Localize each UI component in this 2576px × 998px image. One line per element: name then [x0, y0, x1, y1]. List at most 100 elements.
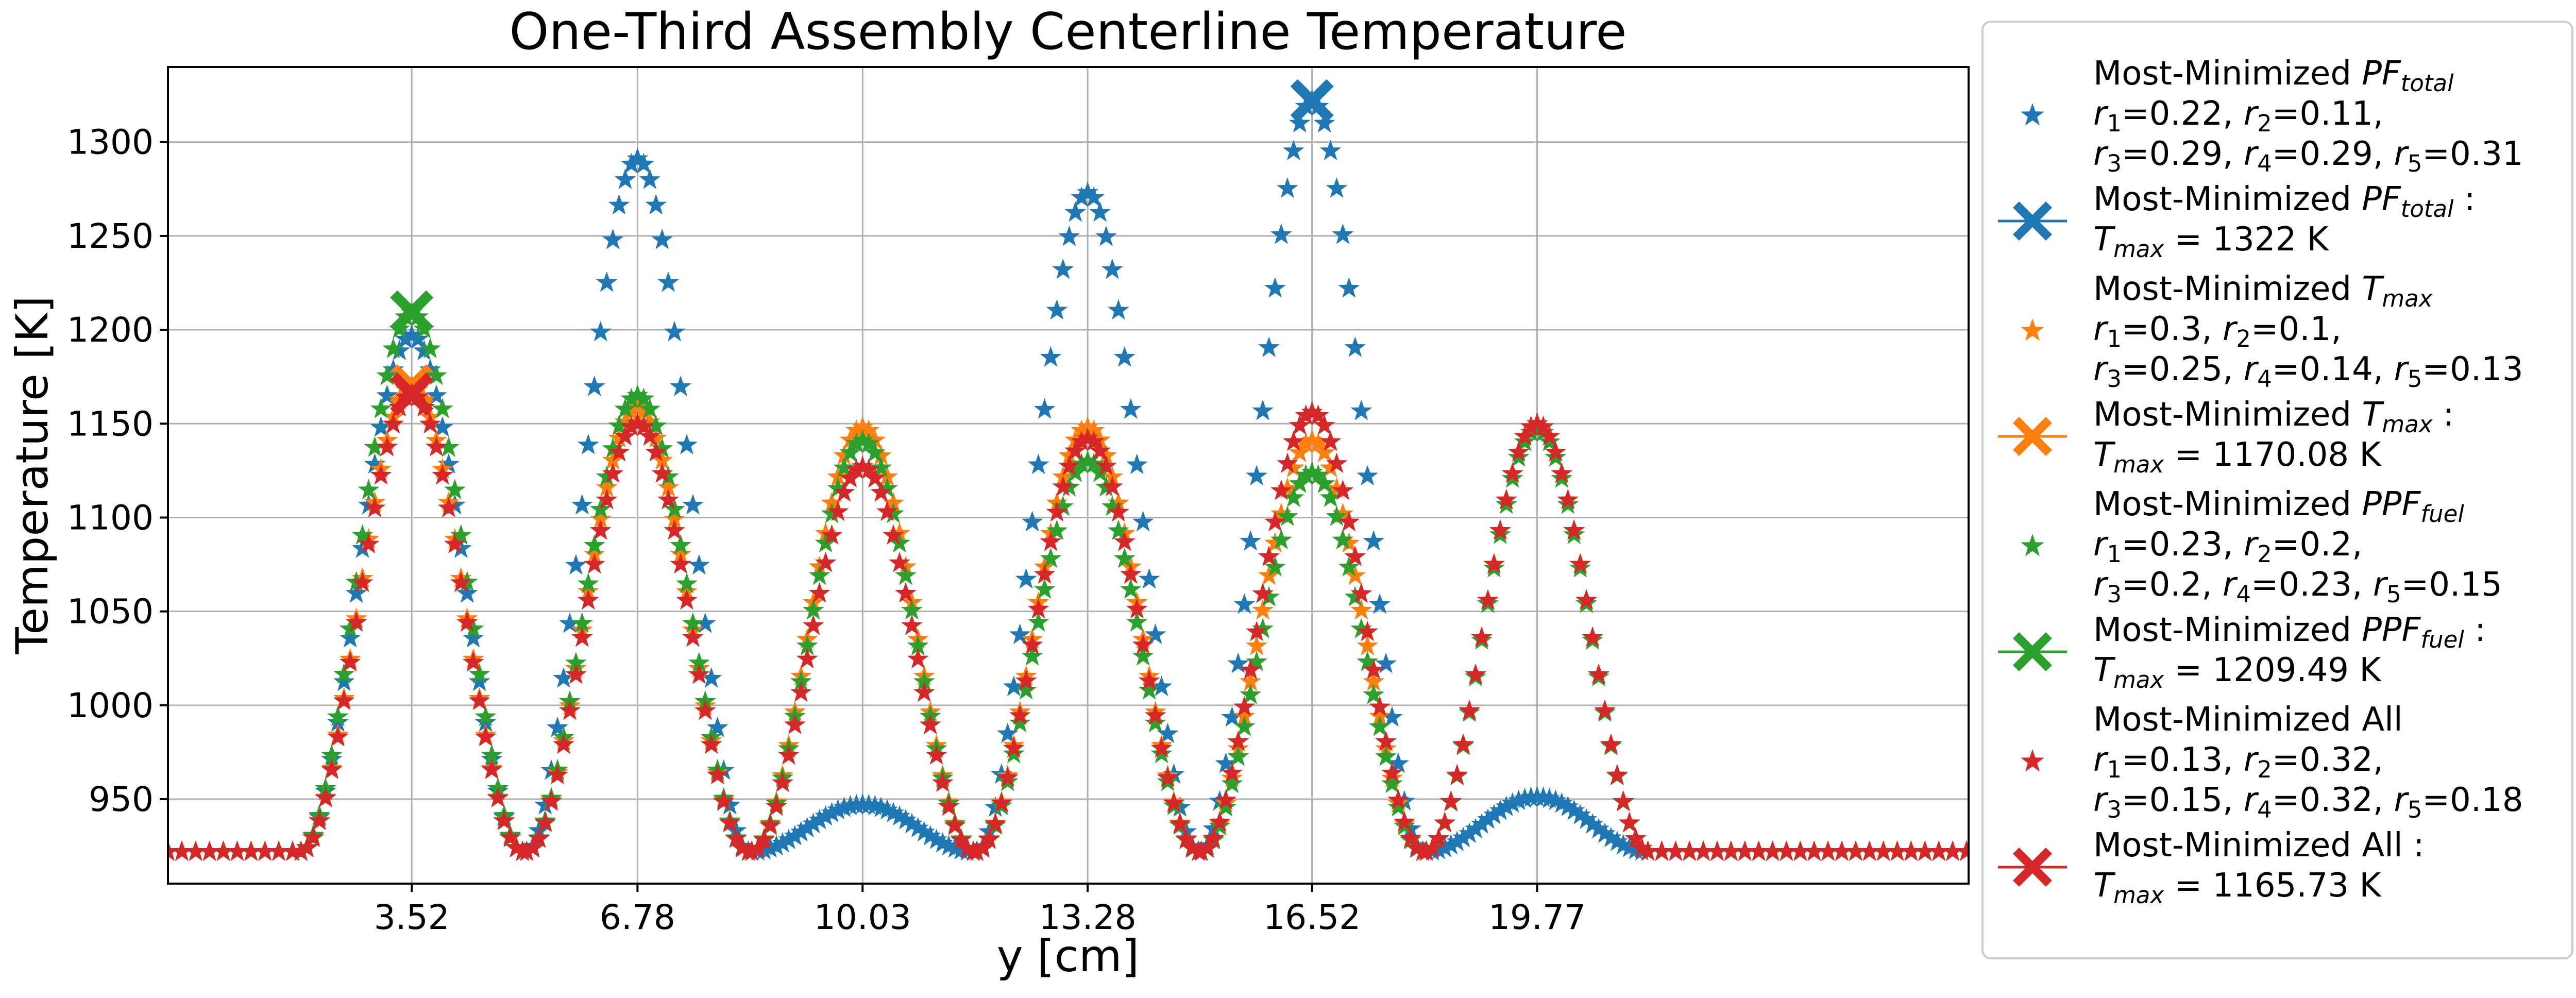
data-point — [1319, 456, 1342, 478]
data-point — [889, 551, 910, 572]
plot-frame — [167, 66, 1970, 885]
data-point — [370, 464, 392, 485]
data-point — [1600, 826, 1622, 848]
data-point — [1637, 840, 1659, 861]
data-point — [1545, 441, 1567, 462]
data-point — [327, 711, 349, 732]
data-point — [1095, 444, 1117, 465]
data-point — [493, 809, 515, 831]
data-point — [833, 444, 855, 465]
data-point — [1077, 427, 1099, 448]
data-point — [559, 699, 581, 720]
data-point — [1126, 598, 1148, 619]
data-point — [1264, 511, 1286, 532]
data-point — [845, 419, 868, 440]
data-point — [602, 228, 624, 249]
data-point — [815, 532, 837, 553]
data-point — [1196, 837, 1218, 858]
data-point — [1083, 419, 1105, 440]
data-point — [1246, 635, 1268, 655]
data-point — [1021, 645, 1043, 666]
y-tick-label: 1000 — [67, 686, 154, 725]
data-point — [1319, 430, 1342, 451]
data-point — [790, 670, 812, 691]
data-point — [1089, 201, 1111, 222]
data-point — [468, 689, 490, 711]
data-point — [1240, 530, 1262, 551]
data-point — [1282, 456, 1304, 478]
data-point — [1126, 611, 1148, 632]
data-point — [676, 589, 698, 610]
data-point — [1845, 840, 1867, 861]
data-point — [725, 827, 747, 848]
data-point — [602, 437, 624, 458]
data-point — [1264, 532, 1286, 553]
data-point — [577, 589, 599, 610]
data-point — [474, 705, 497, 726]
data-point — [1071, 430, 1093, 451]
data-point — [1344, 336, 1366, 357]
data-point — [1942, 840, 1963, 861]
data-point — [596, 271, 618, 292]
data-point — [639, 425, 661, 446]
data-point — [802, 813, 824, 834]
data-point — [784, 825, 806, 845]
data-point — [432, 464, 453, 485]
data-point — [1434, 811, 1456, 833]
data-point — [753, 839, 775, 860]
data-point — [432, 416, 453, 437]
legend-entry-text: Most-Minimized All : — [2093, 826, 2425, 865]
data-point — [1706, 840, 1728, 861]
data-point — [870, 456, 892, 478]
data-point — [1101, 495, 1123, 516]
data-point — [682, 612, 704, 633]
data-point — [1282, 430, 1304, 451]
data-point — [808, 808, 831, 830]
legend-entry-text: Most-Minimized PPFfuel : — [2093, 611, 2486, 653]
data-point — [339, 627, 361, 648]
data-point — [620, 153, 642, 174]
data-point — [676, 434, 698, 454]
data-point — [1307, 404, 1329, 425]
data-point — [1027, 598, 1049, 619]
data-point — [240, 840, 262, 861]
data-point — [1113, 346, 1136, 367]
x-tick-label: 13.28 — [1039, 898, 1137, 937]
data-point — [1956, 840, 1969, 861]
data-point — [694, 699, 716, 720]
data-point — [565, 663, 587, 684]
data-point — [1679, 840, 1701, 861]
data-point — [1027, 453, 1049, 475]
data-point — [1350, 599, 1372, 620]
data-point — [1270, 529, 1292, 550]
data-point — [1357, 465, 1379, 486]
data-point — [462, 651, 484, 672]
data-point — [1282, 140, 1304, 160]
data-point — [1459, 822, 1480, 843]
data-point — [1369, 696, 1391, 717]
data-point — [913, 821, 935, 842]
data-point — [1252, 618, 1274, 638]
data-point — [364, 436, 386, 457]
data-point — [602, 462, 624, 483]
data-point — [1150, 675, 1173, 697]
data-point — [845, 458, 868, 479]
data-point — [1606, 831, 1628, 851]
data-point — [559, 612, 581, 633]
data-point — [1227, 746, 1249, 766]
legend-entry-text: Most-Minimized Tmax : — [2093, 396, 2454, 438]
data-point — [919, 714, 941, 735]
data-point — [358, 533, 380, 554]
data-point — [889, 805, 910, 826]
data-point — [444, 494, 466, 515]
data-point — [1446, 831, 1468, 851]
tmax-marker — [390, 290, 434, 334]
tmax-marker — [390, 373, 434, 416]
data-point — [1077, 416, 1099, 437]
data-point — [626, 384, 649, 405]
data-point — [651, 228, 673, 249]
data-point — [796, 635, 818, 655]
data-point — [688, 652, 710, 672]
data-point — [1095, 225, 1117, 246]
data-point — [990, 792, 1012, 813]
